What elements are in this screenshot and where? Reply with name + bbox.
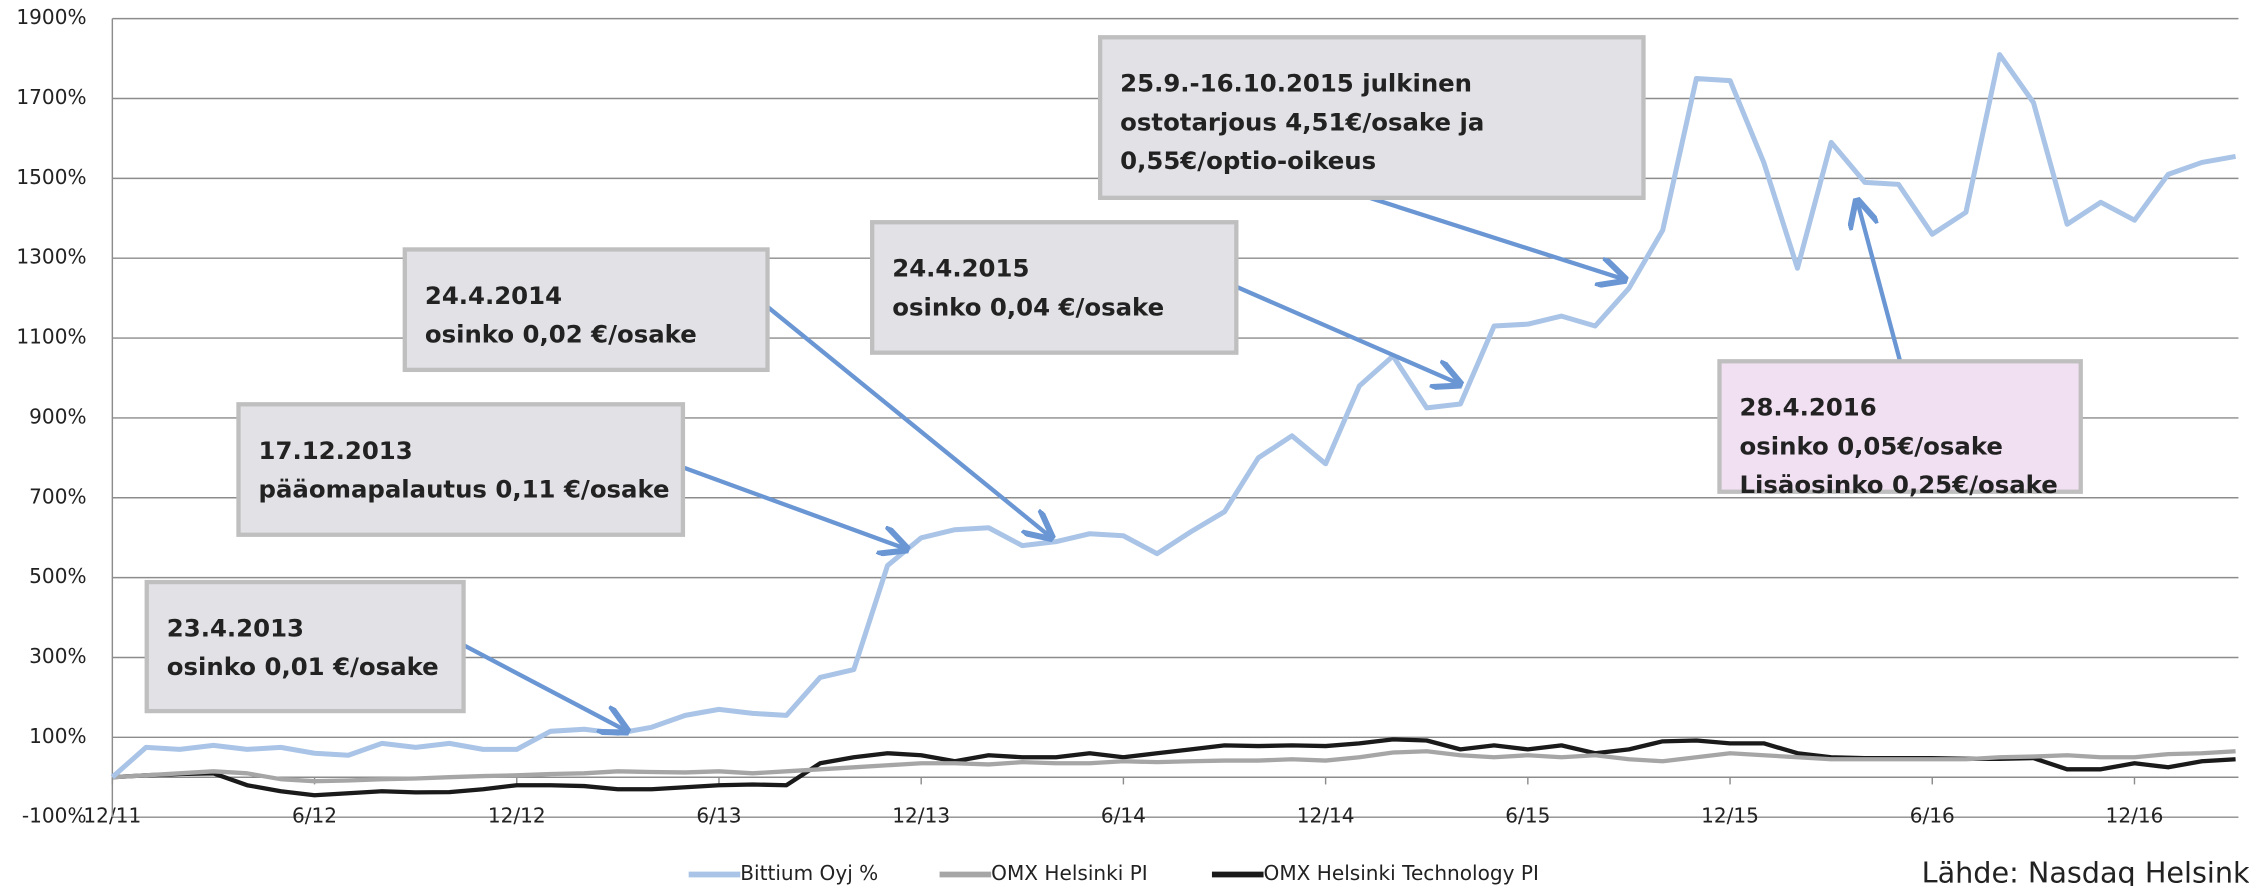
x-tick-label: 6/14 — [1101, 804, 1146, 828]
y-tick-label: 1500% — [16, 165, 86, 189]
annotation-arrow — [1857, 201, 1903, 362]
annotation-text: pääomapalautus 0,11 €/osake — [259, 474, 670, 503]
x-tick-label: 12/13 — [892, 804, 950, 828]
annotation-box — [144, 579, 466, 714]
y-tick-label: 700% — [29, 484, 86, 508]
annotation-text: Lisäosinko 0,25€/osake — [1740, 470, 2058, 499]
x-tick-label: 6/16 — [1910, 804, 1955, 828]
x-tick-label: 12/14 — [1297, 804, 1355, 828]
y-tick-label: 1900% — [16, 5, 86, 29]
grid: -100% 100% 300% 500% 700% 900% 1100% 1300% 1500%… — [16, 5, 2239, 828]
annotation-arrow — [766, 305, 1052, 538]
annotation-text: osinko 0,01 €/osake — [167, 652, 439, 681]
x-tick-label: 12/15 — [1701, 804, 1759, 828]
y-tick-label: 100% — [29, 724, 86, 748]
y-tick-label: 900% — [29, 404, 86, 428]
y-tick-label: 1300% — [16, 245, 86, 269]
series-line — [110, 52, 2237, 780]
y-tick-label: -100% — [22, 804, 87, 828]
legend-label: OMX Helsinki Technology PI — [1264, 861, 1539, 885]
y-tick-label: 300% — [29, 644, 86, 668]
x-tick-label: 12/16 — [2106, 804, 2164, 828]
annotation-box — [870, 220, 1239, 355]
annotation-arrow — [682, 465, 907, 549]
plot: Bittium Oyj % OMX Helsinki PI OMX Helsinki… — [110, 52, 2237, 885]
annotation-box — [1717, 359, 2083, 494]
source: Lähde: Nasdaq Helsinki — [1922, 856, 2249, 886]
annotation-arrow — [462, 643, 627, 731]
x-tick-label: 12/12 — [488, 804, 546, 828]
series-line — [112, 749, 2236, 784]
annotation-text: osinko 0,04 €/osake — [892, 292, 1164, 321]
annotation-text: 28.4.2016 — [1740, 393, 1877, 422]
y-tick-label: 1100% — [16, 325, 86, 349]
y-tick-label: 1700% — [16, 85, 86, 109]
annotation-text: 24.4.2014 — [425, 281, 562, 310]
annotation-text: 0,55€/optio-oikeus — [1120, 146, 1376, 175]
annotation-text: 25.9.-16.10.2015 julkinen — [1120, 69, 1472, 98]
annotation-box — [1097, 35, 1646, 200]
annotation-arrow — [1235, 284, 1460, 384]
legend-label: Bittium Oyj % — [740, 861, 878, 885]
annotation-text: osinko 0,05€/osake — [1740, 431, 2003, 460]
annotation-arrow — [1368, 195, 1625, 280]
annotation-box — [402, 247, 770, 373]
annotation-text: 17.12.2013 — [259, 436, 413, 465]
annotation-text: 24.4.2015 — [892, 254, 1029, 283]
annotation-box — [236, 402, 686, 537]
annotations: 23.4.2013 osinko 0,01 €/osake 17.12.2013 pä… — [144, 35, 2083, 731]
x-tick-label: 6/13 — [696, 804, 741, 828]
y-tick-label: 500% — [29, 564, 86, 588]
annotation-text: 23.4.2013 — [167, 614, 304, 643]
x-tick-label: 6/15 — [1505, 804, 1550, 828]
annotation-text: osinko 0,02 €/osake — [425, 320, 697, 349]
legend-label: OMX Helsinki PI — [991, 861, 1148, 885]
x-tick-label: 6/12 — [292, 804, 337, 828]
annotation-text: ostotarjous 4,51€/osake ja — [1120, 107, 1484, 136]
